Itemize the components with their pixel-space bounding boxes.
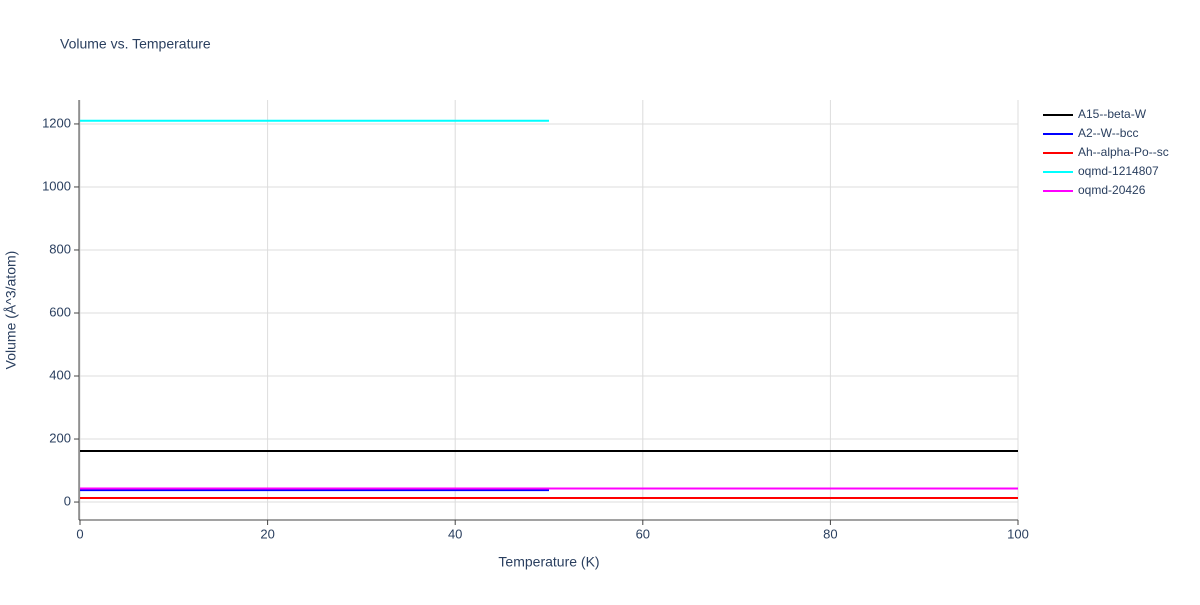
y-tick-label: 400 xyxy=(49,367,71,382)
legend: A15--beta-W A2--W--bcc Ah--alpha-Po--sc oqm… xyxy=(1043,107,1169,197)
y-tick-label: 1200 xyxy=(42,115,71,130)
legend-label: A15--beta-W xyxy=(1078,107,1147,121)
chart-title: Volume vs. Temperature xyxy=(60,36,211,52)
y-tick-label: 600 xyxy=(49,304,71,319)
legend-label: A2--W--bcc xyxy=(1078,126,1138,140)
x-tick-label: 20 xyxy=(260,526,274,541)
y-tick-label: 800 xyxy=(49,241,71,256)
y-axis-label: Volume (Å^3/atom) xyxy=(3,251,19,370)
x-tick-label: 60 xyxy=(636,526,650,541)
y-tick-label: 200 xyxy=(49,430,71,445)
x-tick-label: 0 xyxy=(76,526,83,541)
y-tick-label: 0 xyxy=(64,493,71,508)
x-tick-label: 40 xyxy=(448,526,462,541)
x-tick-label: 100 xyxy=(1007,526,1029,541)
x-axis-label: Temperature (K) xyxy=(498,554,599,570)
legend-label: Ah--alpha-Po--sc xyxy=(1078,145,1169,159)
legend-label: oqmd-20426 xyxy=(1078,183,1146,197)
x-tick-label: 80 xyxy=(823,526,837,541)
plot-lines xyxy=(80,119,1018,499)
legend-label: oqmd-1214807 xyxy=(1078,164,1159,178)
y-tick-label: 1000 xyxy=(42,178,71,193)
grid xyxy=(79,100,1019,520)
